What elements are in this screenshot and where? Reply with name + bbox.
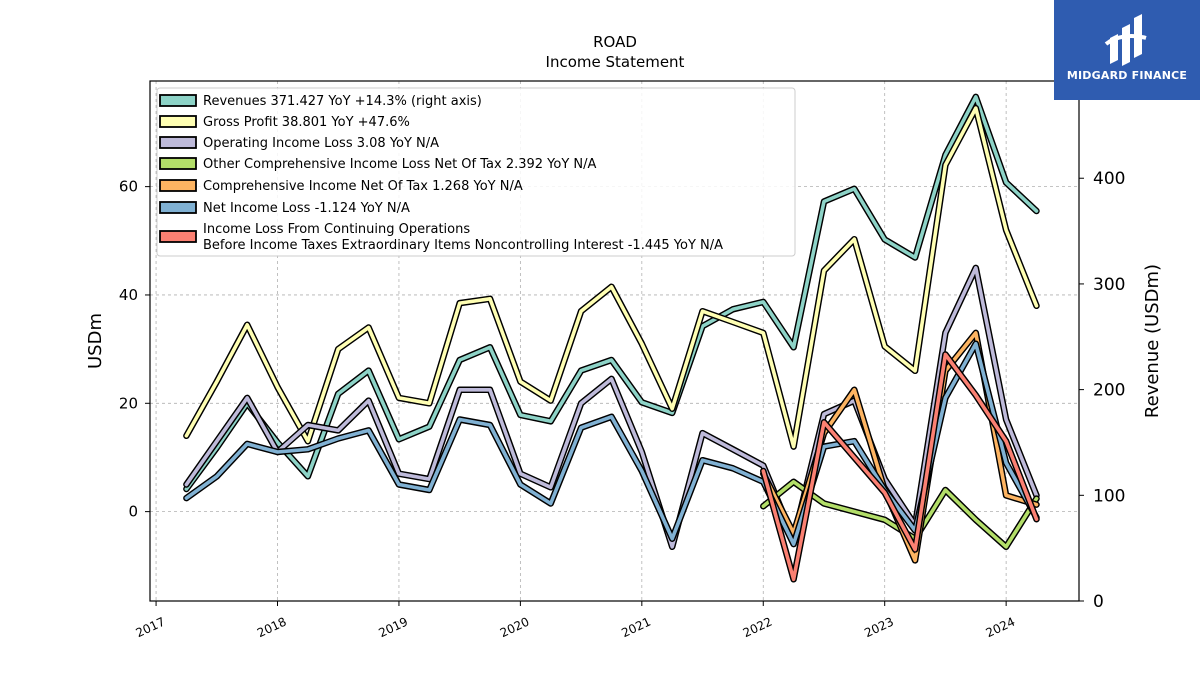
x-tick-label: 2017: [134, 615, 168, 641]
legend-swatch-2: [159, 136, 197, 149]
legend-swatch-0: [159, 94, 197, 107]
y2-tick-label: 300: [1093, 275, 1125, 295]
y2-tick-label: 200: [1093, 381, 1125, 401]
legend-label-5: Net Income Loss -1.124 YoY N/A: [203, 201, 410, 216]
series-2-line: [184, 266, 1039, 549]
y2-tick-label: 0: [1093, 592, 1104, 612]
legend-label-3: Other Comprehensive Income Loss Net Of T…: [203, 157, 597, 172]
legend-swatch-6: [159, 230, 197, 243]
x-tick-label: 2024: [984, 615, 1018, 641]
chart-subtitle: Income Statement: [546, 53, 685, 71]
x-tick-label: 2022: [741, 615, 775, 641]
chart-title: ROAD: [593, 33, 637, 51]
legend-label-0: Revenues 371.427 YoY +14.3% (right axis): [203, 94, 482, 109]
legend-label-6: Income Loss From Continuing Operations Be…: [203, 222, 723, 253]
series-0-line: [184, 95, 1039, 491]
legend-swatch-4: [159, 179, 197, 192]
legend: Revenues 371.427 YoY +14.3% (right axis)…: [156, 87, 796, 257]
y-tick-label: 40: [119, 286, 138, 304]
y2-axis-label: Revenue (USDm): [1142, 264, 1163, 418]
legend-label-4: Comprehensive Income Net Of Tax 1.268 Yo…: [203, 179, 523, 194]
legend-label-1: Gross Profit 38.801 YoY +47.6%: [203, 115, 410, 130]
y-tick-label: 20: [119, 394, 138, 412]
series-6-line: [761, 352, 1039, 582]
series-2-outline: [183, 264, 1040, 551]
y-tick-label: 60: [119, 178, 138, 196]
legend-swatch-1: [159, 115, 197, 128]
series-layer: [183, 93, 1040, 583]
legend-box: [156, 87, 796, 257]
plot-frame: [149, 80, 1080, 602]
x-tick-label: 2018: [255, 615, 289, 641]
midgard-finance-logo: MIDGARD FINANCE: [1054, 0, 1200, 100]
x-tick-label: 2021: [619, 615, 653, 641]
y2-tick-label: 400: [1093, 169, 1125, 189]
legend-label-2: Operating Income Loss 3.08 YoY N/A: [203, 136, 439, 151]
x-tick-label: 2020: [498, 615, 532, 641]
series-1-line: [184, 106, 1039, 449]
y2-tick-label: 100: [1093, 486, 1125, 506]
series-5-line: [184, 341, 1039, 546]
legend-swatch-5: [159, 201, 197, 214]
x-tick-label: 2019: [376, 615, 410, 641]
legend-swatch-3: [159, 157, 197, 170]
logo-mark-icon: [1104, 14, 1147, 66]
logo-text: MIDGARD FINANCE: [1066, 69, 1188, 82]
x-tick-label: 2023: [862, 615, 896, 641]
y-axis-label: USDm: [85, 313, 106, 369]
y-tick-label: 0: [128, 503, 138, 521]
